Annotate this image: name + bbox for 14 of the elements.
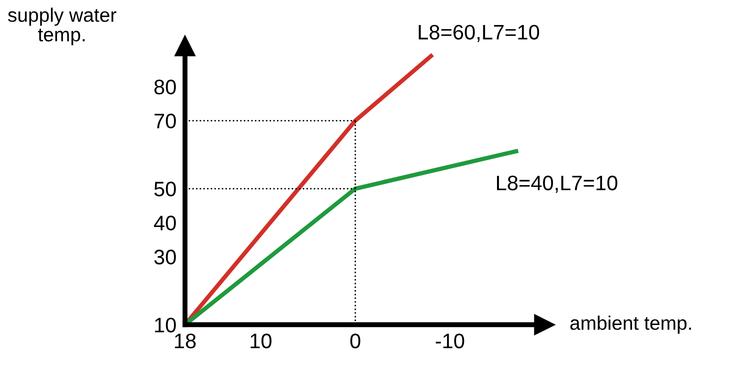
x-tick-label: -10 [436,334,464,348]
y-axis-title: supply water temp. [8,8,116,46]
series-label: L8=40,L7=10 [497,176,618,193]
y-tick-label: 10 [155,318,176,332]
y-tick-label: 70 [154,114,176,128]
x-tick-label: 10 [250,334,272,348]
x-tick-label: 0 [350,334,360,348]
y-tick-label: 50 [154,182,176,196]
y-tick-label: 80 [154,80,176,94]
y-tick-label: 40 [154,216,176,230]
series-label: L8=60,L7=10 [418,24,540,42]
x-tick-label: 18 [175,334,196,348]
y-tick-label: 30 [154,250,176,264]
x-axis-title: ambient temp. [570,316,691,334]
